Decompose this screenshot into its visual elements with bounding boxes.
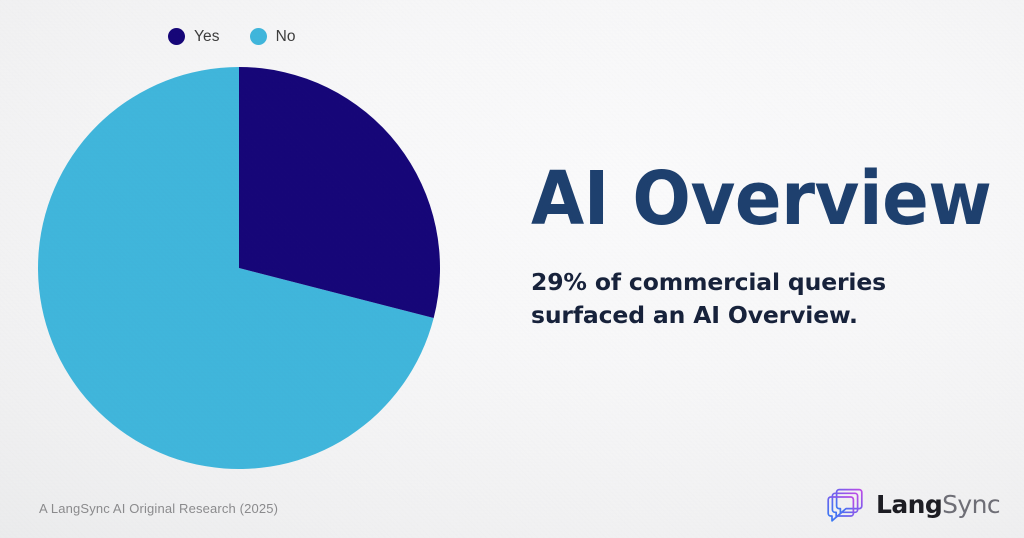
brand-logo[interactable]: LangSync	[826, 486, 1001, 523]
pie-chart-svg	[38, 67, 440, 469]
legend-label-no: No	[275, 27, 296, 45]
legend-label-yes: Yes	[194, 27, 220, 45]
logo-word-sync: Sync	[942, 490, 1000, 519]
legend-dot-icon	[168, 28, 185, 45]
pie-slice-yes[interactable]	[239, 67, 440, 318]
page-title: AI Overview	[531, 156, 992, 242]
subtitle-line-2: surfaced an AI Overview.	[531, 301, 858, 330]
logo-wordmark: LangSync	[876, 490, 1001, 519]
pie-slice-no[interactable]	[38, 67, 434, 469]
legend-item-no[interactable]: No	[249, 27, 296, 45]
legend-dot-icon	[249, 28, 267, 45]
legend-item-yes[interactable]: Yes	[168, 28, 220, 45]
chart-legend: Yes No	[168, 28, 296, 45]
layered-speech-bubble-icon	[827, 488, 863, 522]
logo-word-lang: Lang	[876, 490, 943, 519]
source-attribution: A LangSync AI Original Research (2025)	[39, 501, 279, 516]
page-subtitle: 29% of commercial queries surfaced an AI…	[531, 266, 951, 333]
subtitle-line-1: 29% of commercial queries	[531, 268, 886, 296]
pie-chart	[38, 67, 440, 469]
